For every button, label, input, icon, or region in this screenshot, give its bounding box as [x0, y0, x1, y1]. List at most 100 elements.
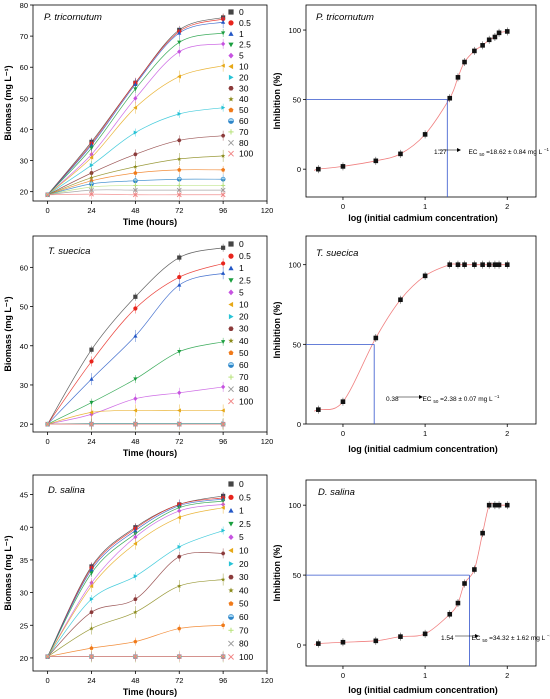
inhibition-chart-d-salina: D. salina log (initial cadmium concentra…	[272, 479, 550, 695]
data-point	[492, 34, 498, 40]
legend-symbol-80	[228, 386, 234, 393]
data-point-30	[177, 554, 182, 559]
data-point-100-b	[132, 654, 138, 660]
data-point-20	[133, 130, 138, 135]
data-point	[492, 502, 498, 508]
ec50-label: EC	[422, 396, 431, 403]
x-tick-label: 1	[423, 429, 427, 438]
data-point-10	[177, 515, 181, 520]
data-point-100	[89, 421, 94, 427]
data-point-2.5	[177, 349, 182, 354]
data-point	[422, 132, 428, 137]
x-tick-label: 96	[219, 437, 227, 446]
data-point-40	[133, 609, 138, 615]
legend-label-0: 0	[239, 479, 244, 489]
legend-label-2.5: 2.5	[239, 275, 251, 285]
data-point-30	[133, 597, 138, 601]
y-tick-label: 60	[20, 63, 28, 72]
y-tick-label: 50	[293, 96, 301, 105]
plot-frame	[32, 474, 268, 672]
legend-label-20: 20	[239, 72, 249, 82]
legend-label-100: 100	[239, 396, 253, 406]
data-point-20	[89, 163, 94, 168]
data-point-100	[45, 421, 51, 427]
data-point	[462, 262, 467, 267]
data-point-20	[133, 574, 138, 579]
plot-frame	[32, 235, 268, 433]
legend-label-1: 1	[239, 506, 244, 516]
data-point-100-b	[176, 654, 182, 660]
data-point	[472, 262, 477, 267]
data-point-10	[133, 105, 138, 110]
legend-symbol-30	[228, 574, 234, 580]
x-tick-label: 0	[46, 676, 50, 685]
data-point	[455, 75, 461, 80]
data-point	[504, 262, 510, 267]
legend-label-20: 20	[239, 559, 249, 569]
legend-label-60: 60	[239, 360, 249, 370]
legend-symbol-40	[228, 337, 234, 344]
legend-symbol-20	[228, 314, 234, 320]
x-axis-label: Time (hours)	[123, 687, 177, 697]
legend-symbol-5	[228, 52, 234, 59]
data-point-40	[220, 577, 226, 582]
y-tick-label: 30	[20, 157, 28, 166]
data-point-100	[132, 192, 138, 198]
data-point-100	[45, 192, 51, 198]
data-point-2.5	[133, 87, 138, 92]
data-point-100-b	[45, 192, 51, 198]
data-point	[447, 611, 453, 617]
data-point-30	[177, 138, 182, 143]
data-point	[462, 59, 467, 65]
data-point-100-b	[132, 421, 138, 427]
y-tick-label: 45	[20, 491, 28, 500]
plot-frame	[305, 4, 537, 198]
legend-label-0: 0	[239, 7, 244, 17]
data-point	[492, 262, 498, 267]
data-point	[422, 273, 428, 279]
legend-label-0.5: 0.5	[239, 18, 251, 28]
legend-label-40: 40	[239, 336, 249, 346]
legend-label-50: 50	[239, 105, 249, 115]
ec50-label: EC	[471, 635, 480, 642]
chart-title: D. salina	[48, 485, 85, 496]
plot-frame	[305, 235, 537, 425]
x-axis-label: Time (hours)	[123, 448, 177, 458]
data-point-100	[89, 191, 94, 197]
chart-title: P. tricornutum	[44, 12, 102, 23]
plot-marks: 0 24 48 72 96 1202030405060708000.512.5510203…	[20, 1, 274, 215]
legend-label-10: 10	[239, 62, 249, 72]
x-tick-label: 2	[505, 671, 509, 680]
legend-label-70: 70	[239, 127, 249, 137]
y-tick-label: 100	[288, 501, 301, 510]
legend-label-10: 10	[239, 546, 249, 556]
data-point-5	[133, 96, 138, 101]
data-point-0.5	[133, 306, 138, 311]
data-point-10	[89, 410, 94, 415]
growth-chart-t-suecica: T. suecica Time (hours) Biomass (mg L⁻¹)…	[3, 235, 274, 458]
data-point	[398, 297, 403, 303]
data-point-1	[177, 282, 182, 287]
data-point-1	[133, 82, 138, 87]
data-point-20	[177, 111, 182, 116]
legend-label-60: 60	[239, 612, 249, 622]
y-tick-label: 30	[20, 381, 28, 390]
legend-label-20: 20	[239, 312, 249, 322]
data-point	[496, 262, 502, 267]
x-tick-label: 48	[131, 206, 139, 215]
legend-label-1: 1	[239, 263, 244, 273]
legend-symbol-100	[228, 653, 234, 660]
legend-label-40: 40	[239, 94, 249, 104]
data-point	[472, 567, 477, 572]
legend-symbol-30	[228, 86, 234, 91]
y-tick-label: 80	[20, 1, 28, 10]
legend-label-70: 70	[239, 372, 249, 382]
plot-marks: 0 24 48 72 96 120 20 30 40 50 60 0 0.5 1 2.5 5 10 20 30 40 5…	[20, 239, 274, 446]
data-point-30	[89, 610, 94, 615]
data-point	[480, 530, 485, 536]
data-point	[455, 600, 461, 606]
legend-symbol-100	[228, 150, 234, 157]
y-tick-label: 60	[20, 263, 28, 272]
data-point-20	[89, 597, 94, 602]
data-point-10	[89, 155, 94, 160]
